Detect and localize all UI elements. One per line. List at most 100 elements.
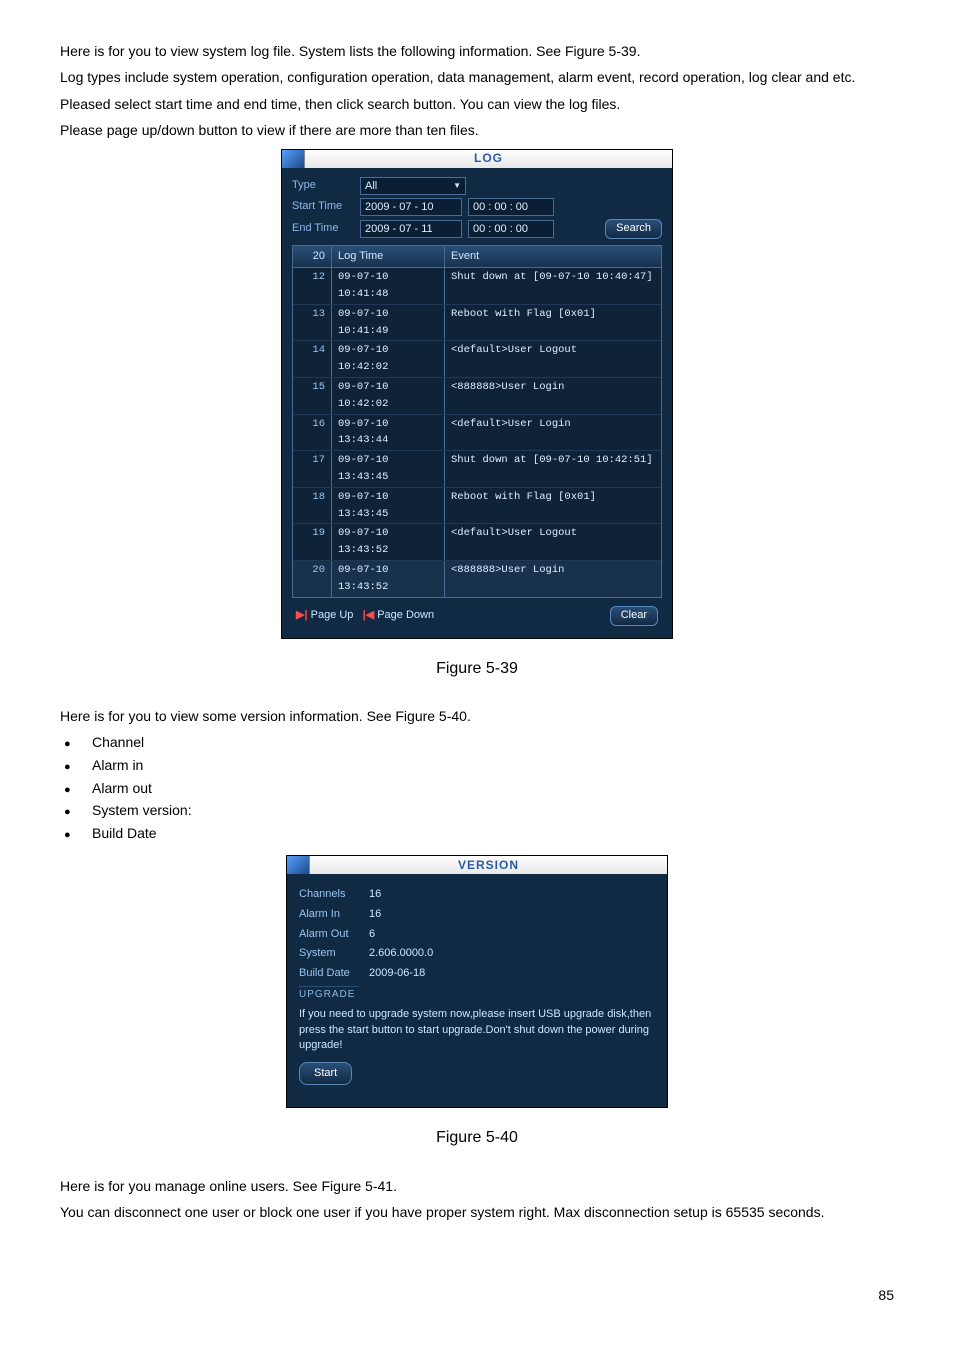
- clear-button[interactable]: Clear: [610, 606, 658, 626]
- list-item: Build Date: [60, 822, 894, 845]
- log-row[interactable]: 1809-07-10 13:43:45Reboot with Flag [0x0…: [293, 488, 661, 525]
- search-button[interactable]: Search: [605, 219, 662, 239]
- version-kv-row: Alarm Out6: [299, 926, 655, 944]
- upgrade-label: UPGRADE: [299, 986, 359, 1003]
- version-bullet-list: ChannelAlarm inAlarm outSystem version:B…: [60, 731, 894, 844]
- log-row-num: 15: [293, 378, 332, 414]
- log-head-time: Log Time: [332, 246, 445, 268]
- log-row[interactable]: 1909-07-10 13:43:52<default>User Logout: [293, 524, 661, 561]
- version-title-bar: VERSION: [287, 856, 667, 874]
- type-label: Type: [292, 177, 354, 195]
- version-kv-row: Channels16: [299, 886, 655, 904]
- version-key: Alarm Out: [299, 926, 369, 944]
- version-kv-row: Build Date2009-06-18: [299, 965, 655, 983]
- online-p2: You can disconnect one user or block one…: [60, 1201, 894, 1223]
- log-row-time: 09-07-10 13:43:45: [332, 451, 445, 487]
- end-date-input[interactable]: 2009 - 07 - 11: [360, 220, 462, 238]
- list-item: System version:: [60, 799, 894, 822]
- intro-p4: Please page up/down button to view if th…: [60, 119, 894, 141]
- page-up-button[interactable]: Page Up: [311, 609, 354, 621]
- type-value: All: [365, 178, 377, 194]
- start-date-input[interactable]: 2009 - 07 - 10: [360, 198, 462, 216]
- start-time-label: Start Time: [292, 198, 354, 216]
- version-key: Channels: [299, 886, 369, 904]
- log-row[interactable]: 2009-07-10 13:43:52<888888>User Login: [293, 561, 661, 597]
- log-row-event: Shut down at [09-07-10 10:42:51]: [445, 451, 661, 487]
- log-row[interactable]: 1709-07-10 13:43:45Shut down at [09-07-1…: [293, 451, 661, 488]
- log-panel: LOG Type All ▼ Start Time 2009 - 07 - 10…: [282, 150, 672, 638]
- log-row-time: 09-07-10 13:43:44: [332, 415, 445, 451]
- page-down-button[interactable]: Page Down: [377, 609, 434, 621]
- version-kv-row: System2.606.0000.0: [299, 945, 655, 963]
- list-item: Channel: [60, 731, 894, 754]
- log-row-time: 09-07-10 10:41:49: [332, 305, 445, 341]
- log-row-num: 12: [293, 268, 332, 304]
- log-row-num: 19: [293, 524, 332, 560]
- page-up-icon[interactable]: ▶|: [296, 609, 308, 621]
- pager: ▶| Page Up |◀ Page Down: [296, 607, 434, 625]
- type-select[interactable]: All ▼: [360, 177, 466, 195]
- end-time-input[interactable]: 00 : 00 : 00: [468, 220, 554, 238]
- log-title-bar: LOG: [282, 150, 672, 168]
- log-row-num: 17: [293, 451, 332, 487]
- log-row-event: Shut down at [09-07-10 10:40:47]: [445, 268, 661, 304]
- version-value: 16: [369, 906, 381, 924]
- page-number: 85: [60, 1284, 894, 1306]
- log-row-event: <default>User Logout: [445, 341, 661, 377]
- upgrade-text: If you need to upgrade system now,please…: [299, 1007, 655, 1053]
- version-corner-icon: [287, 856, 310, 874]
- log-row[interactable]: 1409-07-10 10:42:02<default>User Logout: [293, 341, 661, 378]
- log-row-num: 14: [293, 341, 332, 377]
- log-title: LOG: [305, 149, 672, 168]
- version-value: 6: [369, 926, 375, 944]
- list-item: Alarm in: [60, 754, 894, 777]
- log-row[interactable]: 1209-07-10 10:41:48Shut down at [09-07-1…: [293, 268, 661, 305]
- end-time-label: End Time: [292, 220, 354, 238]
- page-down-icon[interactable]: |◀: [363, 609, 375, 621]
- start-button[interactable]: Start: [299, 1062, 352, 1086]
- log-head-event: Event: [445, 246, 661, 268]
- log-row-time: 09-07-10 10:42:02: [332, 378, 445, 414]
- figure-caption-1: Figure 5-39: [60, 656, 894, 682]
- log-row-time: 09-07-10 10:42:02: [332, 341, 445, 377]
- log-row[interactable]: 1309-07-10 10:41:49Reboot with Flag [0x0…: [293, 305, 661, 342]
- version-key: System: [299, 945, 369, 963]
- log-head-count: 20: [293, 246, 332, 268]
- log-row-time: 09-07-10 13:43:52: [332, 561, 445, 597]
- version-kv-row: Alarm In16: [299, 906, 655, 924]
- log-row-event: <default>User Logout: [445, 524, 661, 560]
- online-p1: Here is for you manage online users. See…: [60, 1175, 894, 1197]
- log-row-event: Reboot with Flag [0x01]: [445, 488, 661, 524]
- version-intro: Here is for you to view some version inf…: [60, 705, 894, 727]
- log-row[interactable]: 1609-07-10 13:43:44<default>User Login: [293, 415, 661, 452]
- version-key: Alarm In: [299, 906, 369, 924]
- log-row-num: 18: [293, 488, 332, 524]
- log-row-num: 16: [293, 415, 332, 451]
- log-row-event: Reboot with Flag [0x01]: [445, 305, 661, 341]
- log-row-time: 09-07-10 13:43:45: [332, 488, 445, 524]
- chevron-down-icon: ▼: [453, 178, 461, 194]
- log-row-num: 20: [293, 561, 332, 597]
- version-value: 2009-06-18: [369, 965, 425, 983]
- intro-p1: Here is for you to view system log file.…: [60, 40, 894, 62]
- version-title: VERSION: [310, 856, 667, 875]
- version-panel: VERSION Channels16Alarm In16Alarm Out6Sy…: [287, 856, 667, 1107]
- list-item: Alarm out: [60, 777, 894, 800]
- log-row[interactable]: 1509-07-10 10:42:02<888888>User Login: [293, 378, 661, 415]
- log-row-event: <888888>User Login: [445, 561, 661, 597]
- log-table: 20 Log Time Event 1209-07-10 10:41:48Shu…: [292, 245, 662, 598]
- intro-p3: Pleased select start time and end time, …: [60, 93, 894, 115]
- log-row-event: <default>User Login: [445, 415, 661, 451]
- version-key: Build Date: [299, 965, 369, 983]
- intro-p2: Log types include system operation, conf…: [60, 66, 894, 88]
- log-row-event: <888888>User Login: [445, 378, 661, 414]
- log-row-time: 09-07-10 10:41:48: [332, 268, 445, 304]
- start-time-input[interactable]: 00 : 00 : 00: [468, 198, 554, 216]
- figure-caption-2: Figure 5-40: [60, 1125, 894, 1151]
- log-row-time: 09-07-10 13:43:52: [332, 524, 445, 560]
- log-corner-icon: [282, 150, 305, 168]
- version-value: 16: [369, 886, 381, 904]
- log-table-header: 20 Log Time Event: [293, 246, 661, 269]
- log-row-num: 13: [293, 305, 332, 341]
- version-value: 2.606.0000.0: [369, 945, 433, 963]
